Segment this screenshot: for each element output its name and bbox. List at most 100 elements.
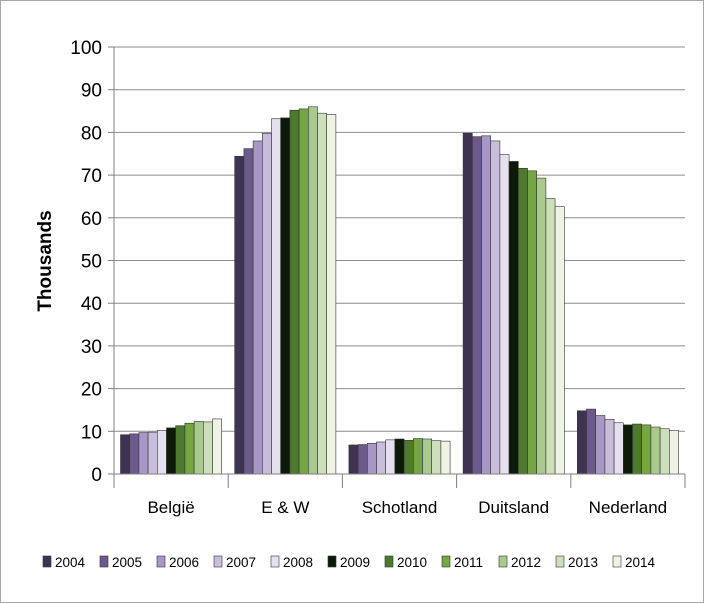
bar-2010 bbox=[403, 439, 414, 475]
bar-2007 bbox=[604, 419, 615, 475]
legend-swatch bbox=[612, 555, 622, 568]
bar-2010 bbox=[517, 167, 528, 475]
y-axis-title: Thousands bbox=[35, 210, 56, 311]
y-tick-label: 0 bbox=[91, 465, 102, 486]
legend-swatch bbox=[327, 555, 337, 568]
legend-label: 2011 bbox=[454, 555, 483, 570]
y-tick-label: 10 bbox=[81, 422, 102, 443]
bar-2004 bbox=[348, 444, 359, 475]
legend-swatch bbox=[441, 555, 451, 568]
bar-2006 bbox=[252, 140, 263, 475]
bar-2012 bbox=[193, 421, 204, 475]
y-tick-label: 70 bbox=[81, 166, 102, 187]
bar-2005 bbox=[586, 408, 596, 475]
legend-label: 2014 bbox=[625, 555, 656, 570]
bar-2014 bbox=[554, 206, 565, 475]
bar-2012 bbox=[307, 106, 318, 475]
bar-2013 bbox=[431, 440, 442, 475]
bar-2008 bbox=[613, 422, 624, 475]
bar-2007 bbox=[261, 132, 272, 475]
bar-2009 bbox=[280, 117, 291, 475]
bar-2004 bbox=[234, 156, 245, 475]
legend-swatch bbox=[42, 555, 52, 568]
axes: 0 10 20 30 40 50 60 70 80 90 100 België E & W Schotla… bbox=[70, 38, 686, 517]
bar-2011 bbox=[184, 422, 195, 475]
bar-2014 bbox=[326, 114, 337, 475]
bar-2009 bbox=[508, 161, 519, 475]
y-tick-label: 80 bbox=[81, 123, 102, 144]
legend-swatch bbox=[270, 555, 280, 568]
bar-2007 bbox=[490, 140, 501, 475]
legend-label: 2007 bbox=[226, 555, 256, 570]
y-tick-label: 60 bbox=[81, 209, 102, 230]
bar-2014 bbox=[440, 440, 451, 475]
legend-label: 2004 bbox=[55, 555, 86, 570]
bars bbox=[120, 106, 679, 475]
legend-swatch bbox=[498, 555, 508, 568]
gridlines bbox=[114, 46, 685, 432]
legend-swatch bbox=[156, 555, 166, 568]
y-tick-label: 20 bbox=[81, 380, 102, 401]
bar-2009 bbox=[394, 438, 405, 475]
bar-2012 bbox=[422, 438, 432, 475]
x-category-label: Duitsland bbox=[478, 498, 549, 517]
y-tick-label: 50 bbox=[81, 252, 102, 273]
y-tick-label: 100 bbox=[70, 38, 102, 59]
y-tick-label: 30 bbox=[81, 337, 102, 358]
legend-swatch bbox=[213, 555, 223, 568]
bar-2013 bbox=[203, 421, 213, 475]
legend-label: 2006 bbox=[169, 555, 199, 570]
bar-2004 bbox=[576, 410, 587, 475]
x-category-label: Nederland bbox=[589, 498, 667, 517]
bar-2014 bbox=[668, 430, 679, 475]
bar-2011 bbox=[298, 108, 309, 475]
bar-2014 bbox=[212, 418, 222, 475]
legend-label: 2010 bbox=[397, 555, 427, 570]
bar-2010 bbox=[289, 109, 300, 475]
bar-2005 bbox=[357, 444, 368, 475]
bar-2010 bbox=[175, 425, 186, 475]
legend-label: 2008 bbox=[283, 555, 313, 570]
x-category-label: E & W bbox=[261, 498, 309, 517]
bar-2007 bbox=[376, 441, 386, 475]
y-tick-label: 90 bbox=[81, 81, 102, 102]
bar-2005 bbox=[129, 433, 140, 475]
legend-swatch bbox=[384, 555, 394, 568]
legend-label: 2012 bbox=[511, 555, 541, 570]
bar-2006 bbox=[366, 442, 377, 475]
legend-swatch bbox=[555, 555, 565, 568]
bar-2011 bbox=[641, 424, 652, 475]
bar-2008 bbox=[385, 439, 396, 475]
bar-2006 bbox=[138, 432, 149, 475]
bar-2011 bbox=[527, 170, 537, 475]
bar-2013 bbox=[545, 198, 556, 475]
bar-2007 bbox=[147, 431, 158, 475]
bar-2004 bbox=[462, 132, 473, 475]
bar-2006 bbox=[481, 135, 491, 475]
bar-2011 bbox=[412, 438, 423, 475]
legend: 2004 2005 2006 2007 2008 2009 2010 2011 2012 2013… bbox=[42, 555, 656, 570]
bar-2008 bbox=[499, 154, 510, 475]
bar-2013 bbox=[659, 428, 670, 475]
bar-2013 bbox=[317, 112, 327, 475]
y-tick-label: 40 bbox=[81, 294, 102, 315]
bar-2012 bbox=[650, 426, 661, 475]
legend-label: 2005 bbox=[112, 555, 142, 570]
bar-2009 bbox=[622, 424, 633, 475]
bar-2008 bbox=[271, 118, 281, 475]
bar-2009 bbox=[166, 427, 176, 475]
x-category-label: Schotland bbox=[362, 498, 438, 517]
bar-2010 bbox=[632, 423, 642, 475]
bar-2005 bbox=[243, 148, 254, 475]
bar-2004 bbox=[120, 434, 130, 475]
legend-swatch bbox=[99, 555, 109, 568]
legend-label: 2013 bbox=[568, 555, 598, 570]
legend-label: 2009 bbox=[340, 555, 370, 570]
bar-2012 bbox=[536, 177, 547, 475]
bar-2006 bbox=[595, 415, 606, 475]
bar-2008 bbox=[157, 430, 167, 475]
bar-2005 bbox=[471, 136, 482, 475]
x-category-label: België bbox=[147, 498, 194, 517]
